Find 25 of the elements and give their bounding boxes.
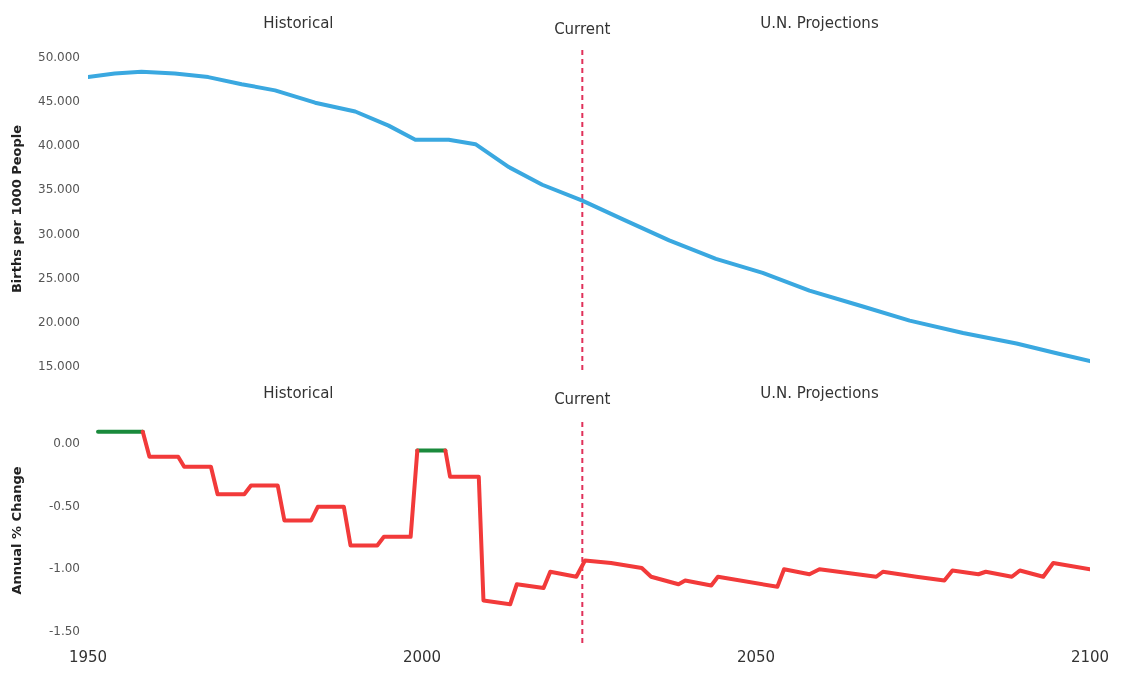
y-tick-label: -0.50	[48, 498, 80, 513]
text: Historical	[263, 384, 334, 402]
ref-line-label: Current	[554, 390, 611, 408]
y-tick-label: 20.000	[38, 314, 80, 329]
y-tick-label: 40.000	[38, 138, 80, 153]
x-tick-label: 2000	[402, 647, 442, 666]
text: Historical	[263, 14, 334, 32]
y-tick-label: 45.000	[38, 94, 80, 109]
y-tick-label: 30.000	[38, 226, 80, 241]
y-axis-title: Births per 1000 People	[8, 124, 24, 294]
x-tick-label: 1950	[68, 647, 108, 666]
y-tick-label: 15.000	[38, 358, 80, 373]
x-tick-label: 2100	[1070, 647, 1110, 666]
y-tick-label: 0.00	[53, 436, 80, 451]
x-tick-label: 2050	[736, 647, 776, 666]
line-series	[88, 69, 1090, 364]
y-tick-label: 25.000	[38, 270, 80, 285]
ref-line-label: Current	[554, 20, 611, 38]
text: U.N. Projections	[760, 14, 879, 32]
y-tick-label: 35.000	[38, 182, 80, 197]
y-axis-title: Annual % Change	[8, 466, 24, 595]
y-tick-label: -1.00	[48, 561, 80, 576]
text: U.N. Projections	[760, 384, 879, 402]
y-tick-label: -1.50	[48, 623, 80, 638]
y-tick-label: 50.000	[38, 50, 80, 65]
